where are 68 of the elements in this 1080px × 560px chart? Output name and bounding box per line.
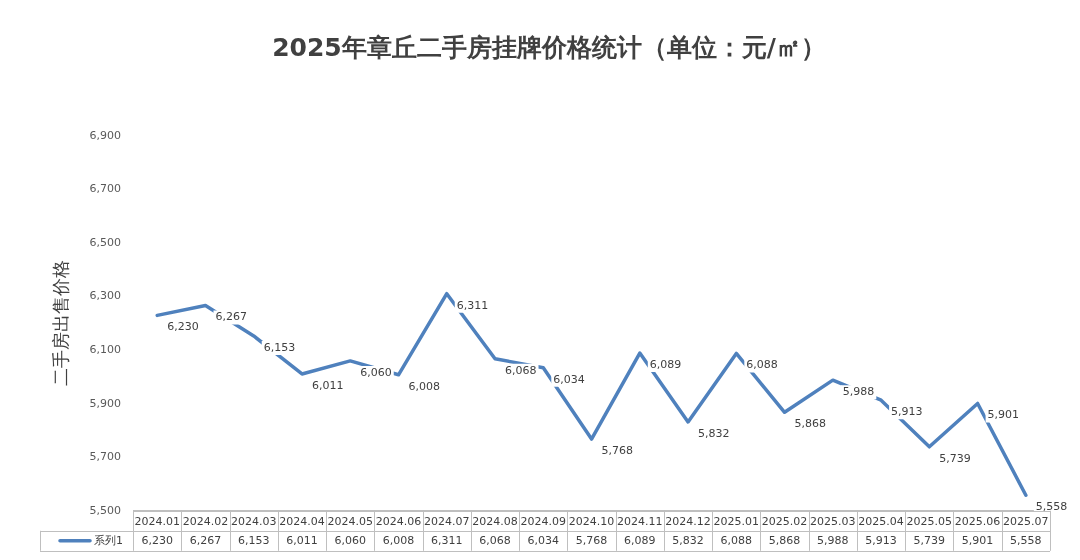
data-label: 6,230 bbox=[141, 533, 173, 547]
x-tick-label: 2024.04 bbox=[279, 515, 325, 529]
y-tick-label: 5,700 bbox=[89, 450, 122, 464]
text: 6,153 bbox=[263, 340, 296, 354]
data-label: 5,901 bbox=[961, 533, 994, 547]
data-label: 6,311 bbox=[431, 533, 463, 547]
x-tick-label: 2024.08 bbox=[472, 515, 518, 529]
text: 6,089 bbox=[649, 357, 682, 371]
y-tick-label: 6,300 bbox=[89, 289, 122, 303]
data-label: 6,060 bbox=[334, 533, 366, 547]
text: 6,267 bbox=[215, 310, 247, 324]
x-tick-label: 2024.10 bbox=[568, 515, 615, 529]
text: 5,901 bbox=[987, 408, 1020, 422]
x-tick-label: 2024.03 bbox=[230, 515, 277, 529]
text: 5,768 bbox=[601, 443, 634, 457]
legend-label: 系列1 bbox=[94, 533, 123, 547]
data-label: 5,768 bbox=[575, 533, 608, 547]
y-tick-label: 6,700 bbox=[89, 182, 122, 196]
x-tick-label: 2025.02 bbox=[761, 515, 808, 529]
y-tick-label: 6,900 bbox=[89, 128, 122, 142]
text: 6,068 bbox=[505, 363, 537, 377]
text: 5,558 bbox=[1035, 500, 1068, 514]
x-tick-label: 2024.11 bbox=[617, 515, 663, 529]
y-axis-title: 二手房出售价格 bbox=[50, 260, 72, 387]
data-label: 6,068 bbox=[479, 533, 511, 547]
text: 6,311 bbox=[456, 298, 489, 312]
x-tick-label: 2024.12 bbox=[665, 515, 711, 529]
chart-title: 2025年章丘二手房挂牌价格统计（单位：元/㎡） bbox=[272, 32, 826, 62]
data-label: 5,868 bbox=[768, 533, 801, 547]
text: 6,230 bbox=[167, 320, 199, 334]
x-tick-label: 2024.07 bbox=[424, 515, 470, 529]
data-label: 6,089 bbox=[624, 533, 656, 547]
text: 5,739 bbox=[939, 451, 971, 465]
text: 5,988 bbox=[842, 385, 875, 399]
y-tick-label: 6,100 bbox=[89, 343, 122, 357]
data-label: 6,008 bbox=[382, 533, 415, 547]
x-tick-label: 2025.05 bbox=[906, 515, 953, 529]
x-tick-label: 2024.01 bbox=[134, 515, 180, 529]
data-label: 5,988 bbox=[817, 533, 849, 547]
text: 6,008 bbox=[408, 379, 441, 393]
x-tick-label: 2025.06 bbox=[954, 515, 1001, 529]
data-label: 6,011 bbox=[286, 533, 318, 547]
x-tick-label: 2025.01 bbox=[713, 515, 760, 529]
text: 5,832 bbox=[698, 426, 730, 440]
data-label: 6,088 bbox=[720, 533, 753, 547]
text: 6,011 bbox=[312, 378, 344, 392]
x-tick-label: 2025.03 bbox=[810, 515, 856, 529]
x-tick-label: 2024.02 bbox=[182, 515, 229, 529]
y-tick-label: 5,900 bbox=[89, 396, 122, 410]
data-label: 5,832 bbox=[672, 533, 704, 547]
data-label: 6,153 bbox=[237, 533, 270, 547]
text: 5,913 bbox=[891, 405, 923, 419]
data-label: 6,267 bbox=[189, 533, 222, 547]
x-tick-label: 2025.07 bbox=[1003, 515, 1049, 529]
x-tick-label: 2025.04 bbox=[858, 515, 904, 529]
data-label: 6,034 bbox=[527, 533, 560, 547]
data-label: 5,913 bbox=[865, 533, 897, 547]
y-tick-label: 5,500 bbox=[89, 503, 122, 517]
x-tick-label: 2024.05 bbox=[327, 515, 373, 529]
x-tick-label: 2024.06 bbox=[375, 515, 422, 529]
y-tick-label: 6,500 bbox=[89, 235, 122, 249]
data-label: 5,558 bbox=[1010, 533, 1042, 547]
text: 6,034 bbox=[553, 372, 585, 386]
data-label: 5,739 bbox=[913, 533, 946, 547]
x-tick-label: 2024.09 bbox=[520, 515, 567, 529]
text: 6,088 bbox=[746, 358, 778, 372]
text: 6,060 bbox=[360, 365, 392, 379]
text: 5,868 bbox=[794, 417, 827, 431]
